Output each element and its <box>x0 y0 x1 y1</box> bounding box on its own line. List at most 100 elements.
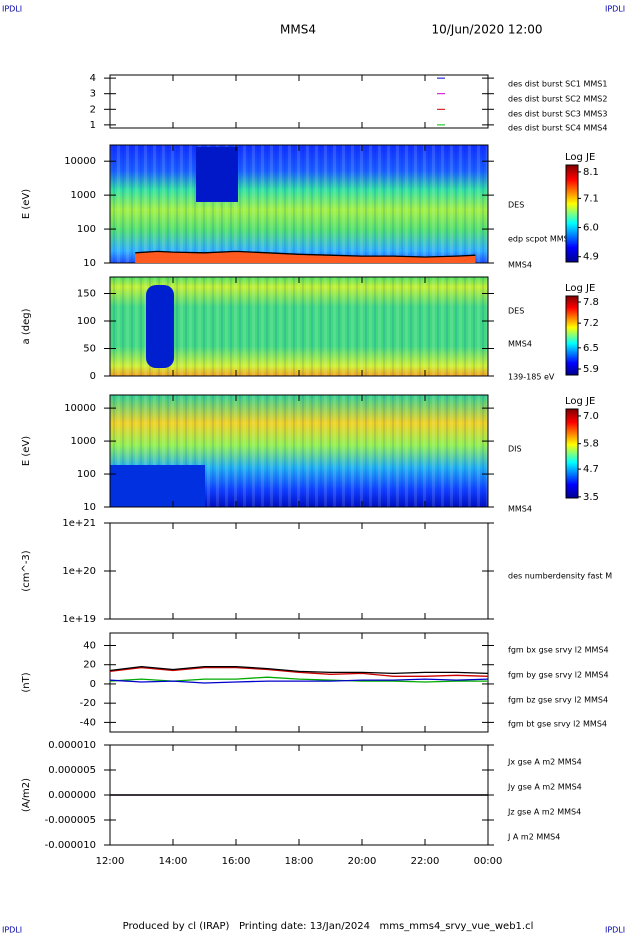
y-tick-label: 40 <box>83 640 96 651</box>
y-tick-label: 1e+19 <box>62 614 96 625</box>
panel-frame <box>109 522 489 620</box>
legend-label: Jz gse A m2 MMS4 <box>507 808 581 817</box>
panel-label: DIS <box>508 445 522 454</box>
colorbar-tick-label: 5.8 <box>583 439 599 450</box>
series-line <box>109 678 489 684</box>
colorbar-title: Log JE <box>565 152 595 163</box>
y-axis-label: (nT) <box>21 672 32 692</box>
y-tick-label: -0.000005 <box>45 815 96 826</box>
y-axis-label: a (deg) <box>21 308 32 344</box>
colorbar-tick-label: 7.2 <box>583 318 599 329</box>
y-tick-label: 100 <box>77 316 96 327</box>
colorbar-title: Log JE <box>565 396 595 407</box>
colorbar-tick-label: 5.9 <box>583 364 599 375</box>
x-tick-label: 00:00 <box>474 856 503 867</box>
panel-label: MMS4 <box>508 505 532 514</box>
y-tick-label: 1 <box>90 120 96 131</box>
y-tick-label: 10000 <box>64 156 96 167</box>
y-tick-label: 1e+20 <box>62 566 96 577</box>
colorbar-tick-label: 7.0 <box>583 411 599 422</box>
colorbar-tick-label: 3.5 <box>583 492 599 503</box>
y-tick-label: 10000 <box>64 403 96 414</box>
y-tick-label: -20 <box>80 698 96 709</box>
spectrogram-feature <box>146 285 174 368</box>
panel-frame <box>109 632 489 733</box>
y-tick-label: 0.000005 <box>48 765 96 776</box>
legend-label: Jy gse A m2 MMS4 <box>507 783 582 792</box>
footer: Produced by cl (IRAP) Printing date: 13/… <box>123 921 534 932</box>
legend-label: fgm bx gse srvy l2 MMS4 <box>508 646 609 655</box>
legend-label: fgm bz gse srvy l2 MMS4 <box>508 696 608 705</box>
corner-mark: IPDLI <box>605 5 625 14</box>
y-tick-label: 50 <box>83 344 96 355</box>
scpot-area <box>135 251 476 263</box>
x-tick-label: 12:00 <box>96 856 125 867</box>
panel-label: DES <box>508 201 524 210</box>
y-tick-label: 20 <box>83 660 96 671</box>
y-tick-label: 100 <box>77 469 96 480</box>
colorbar-tick-label: 6.0 <box>583 223 599 234</box>
y-tick-label: 0.000010 <box>48 740 96 751</box>
spectrogram-texture <box>110 145 488 263</box>
y-tick-label: 0.000000 <box>48 790 96 801</box>
y-axis-label: (A/m2) <box>21 778 32 812</box>
panel-label: des dist burst SC1 MMS1 <box>508 80 607 89</box>
legend-label: fgm by gse srvy l2 MMS4 <box>508 671 609 680</box>
y-tick-label: 10 <box>83 258 96 269</box>
y-tick-label: 100 <box>77 224 96 235</box>
colorbar-tick-label: 7.1 <box>583 193 599 204</box>
series-line <box>135 250 476 258</box>
colorbar <box>565 295 579 376</box>
colorbar-tick-label: 4.9 <box>583 252 599 263</box>
y-tick-label: 150 <box>77 289 96 300</box>
x-tick-label: 20:00 <box>348 856 377 867</box>
y-tick-label: -40 <box>80 717 96 728</box>
corner-mark: IPDLI <box>2 5 22 14</box>
series-line <box>109 665 489 675</box>
panel-label: MMS4 <box>508 261 532 270</box>
colorbar-tick-label: 7.8 <box>583 297 599 308</box>
legend-label: edp scpot MMS4 <box>508 235 574 244</box>
panel-label: des dist burst SC2 MMS2 <box>508 95 607 104</box>
corner-mark: IPDLI <box>605 926 625 934</box>
y-tick-label: -0.000010 <box>45 840 96 851</box>
y-axis-label: E (eV) <box>21 436 32 466</box>
date: 10/Jun/2020 12:00 <box>431 23 542 37</box>
panel-label: DES <box>508 307 524 316</box>
colorbar <box>565 164 579 263</box>
corner-mark: IPDLI <box>2 926 22 934</box>
panel-frame <box>109 74 489 129</box>
panel-label: 139-185 eV <box>508 373 555 382</box>
y-tick-label: 1000 <box>71 190 96 201</box>
legend-label: J A m2 MMS4 <box>507 833 560 842</box>
y-tick-label: 1000 <box>71 436 96 447</box>
spectrogram-feature <box>110 465 205 507</box>
x-tick-label: 14:00 <box>159 856 188 867</box>
y-tick-label: 1e+21 <box>62 518 96 529</box>
colorbar <box>565 408 579 499</box>
colorbar-tick-label: 8.1 <box>583 167 599 178</box>
title: MMS4 <box>280 23 316 37</box>
legend-label: Jx gse A m2 MMS4 <box>507 758 582 767</box>
y-tick-label: 10 <box>83 502 96 513</box>
colorbar-tick-label: 6.5 <box>583 343 599 354</box>
panel-label: MMS4 <box>508 340 532 349</box>
x-tick-label: 22:00 <box>411 856 440 867</box>
legend-label: fgm bt gse srvy l2 MMS4 <box>508 720 607 729</box>
colorbar-tick-label: 4.7 <box>583 464 599 475</box>
series-line <box>109 666 489 677</box>
y-tick-label: 4 <box>90 73 96 84</box>
y-tick-label: 2 <box>90 104 96 115</box>
y-axis-label: (cm^-3) <box>21 550 32 591</box>
panel-label: des dist burst SC4 MMS4 <box>508 124 607 133</box>
colorbar-title: Log JE <box>565 283 595 294</box>
panel-label: des numberdensity fast M <box>508 572 612 581</box>
spectrogram-feature <box>196 147 238 202</box>
x-tick-label: 16:00 <box>222 856 251 867</box>
panel-label: des dist burst SC3 MMS3 <box>508 110 607 119</box>
y-axis-label: E (eV) <box>21 189 32 219</box>
y-tick-label: 3 <box>90 89 96 100</box>
y-tick-label: 0 <box>90 679 96 690</box>
y-tick-label: 0 <box>90 371 96 382</box>
